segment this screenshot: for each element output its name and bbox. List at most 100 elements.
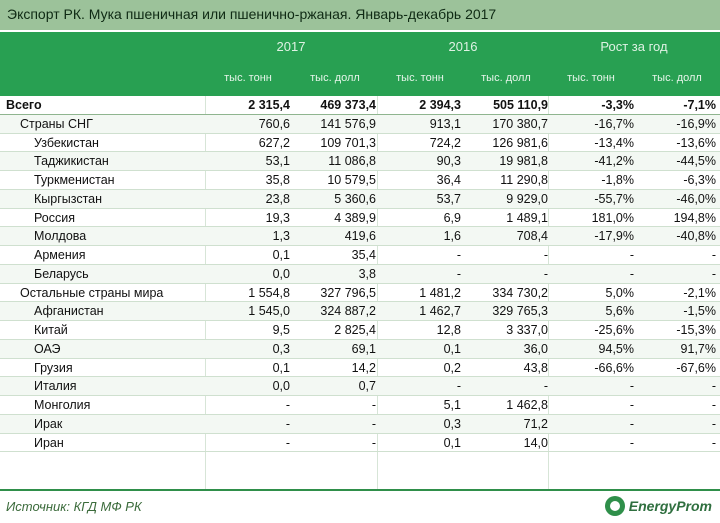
table-cell: 5,1 (443, 398, 461, 412)
table-header: 2017 2016 Рост за год тыс. тонн тыс. дол… (0, 32, 720, 96)
table-cell: 35,8 (265, 173, 290, 187)
table-cell: 11 290,8 (500, 173, 548, 187)
table-row: Афганистан 1 545,0 324 887,2 1 462,7 329 765… (0, 302, 720, 321)
table-cell: 181,0% (591, 210, 634, 225)
column-divider (377, 96, 378, 489)
table-cell: - (456, 379, 461, 394)
header-unit-tonn-2017: тыс. тонн (224, 72, 272, 84)
header-growth: Рост за год (600, 39, 668, 54)
table-cell: -2,1% (683, 285, 716, 300)
table-cell: 11 086,8 (328, 154, 376, 169)
table-cell: - (711, 248, 716, 262)
table-body: Всего 2 315,4 469 373,4 2 394,3 505 110,9 -3,… (0, 96, 720, 453)
table-cell: 43,8 (523, 360, 548, 375)
table-cell: 5 360,6 (334, 191, 376, 206)
table-cell: 627,2 (258, 135, 290, 150)
column-divider (548, 96, 549, 489)
table-cell: 1 481,2 (419, 285, 461, 300)
table-cell: 0,7 (358, 379, 376, 394)
table-cell: 19,3 (265, 210, 290, 225)
table-cell: - (629, 379, 634, 394)
table-cell: - (371, 435, 376, 450)
table-cell: - (711, 379, 716, 394)
row-label: Страны СНГ (20, 116, 93, 131)
table-cell: 3,8 (358, 266, 376, 281)
table-row: Армения 0,1 35,4 - - - - (0, 246, 720, 265)
header-year-2017: 2017 (276, 39, 306, 54)
table-row: Китай 9,5 2 825,4 12,8 3 337,0 -25,6% -15,3% (0, 321, 720, 340)
table-cell: 9 929,0 (506, 191, 548, 206)
table-cell: -3,3% (601, 98, 634, 112)
table-cell: -40,8% (676, 229, 716, 244)
row-label: Афганистан (34, 304, 104, 319)
table-cell: 1 462,7 (419, 304, 461, 319)
table-cell: 9,5 (272, 323, 290, 337)
row-label: Остальные страны мира (20, 285, 164, 300)
table-cell: 0,3 (443, 416, 461, 431)
table-cell: 194,8% (673, 210, 716, 225)
table-cell: - (371, 416, 376, 431)
table-cell: 0,3 (272, 341, 290, 356)
table-cell: 5,0% (605, 285, 635, 300)
table-cell: -16,7% (594, 116, 634, 131)
table-cell: - (711, 398, 716, 412)
table-cell: - (629, 416, 634, 431)
table-row: Ирак - - 0,3 71,2 - - (0, 414, 720, 434)
table-row: Иран - - 0,1 14,0 - - (0, 434, 720, 453)
table-cell: 1 489,1 (506, 210, 548, 225)
table-cell: 23,8 (265, 191, 290, 206)
table-cell: 327 796,5 (320, 285, 376, 300)
table-cell: 10 579,5 (327, 173, 376, 187)
table-cell: 53,1 (265, 154, 290, 169)
table-cell: - (285, 416, 290, 431)
table-cell: - (629, 248, 634, 262)
table-cell: 19 981,8 (499, 154, 548, 169)
table-cell: -25,6% (594, 323, 634, 337)
table-cell: 126 981,6 (492, 135, 548, 150)
table-cell: -55,7% (594, 191, 634, 206)
table-cell: 329 765,3 (492, 304, 548, 319)
table-cell: 12,8 (436, 323, 461, 337)
row-label: Туркменистан (34, 173, 115, 187)
table-row: Италия 0,0 0,7 - - - - (0, 377, 720, 396)
table-cell: 14,0 (523, 435, 548, 450)
header-unit-doll-growth: тыс. долл (652, 72, 702, 84)
energyprom-logo: EnergyProm (604, 496, 712, 516)
table-row: Всего 2 315,4 469 373,4 2 394,3 505 110,9 -3,… (0, 96, 720, 115)
table-row: Таджикистан 53,1 11 086,8 90,3 19 981,8 -41,2… (0, 152, 720, 171)
row-label: Италия (34, 379, 77, 394)
table-cell: 2 394,3 (419, 98, 461, 112)
table-cell: 3 337,0 (506, 323, 548, 337)
table-cell: 36,0 (523, 341, 548, 356)
table-cell: - (629, 398, 634, 412)
logo-mark-icon (604, 496, 625, 516)
table-cell: 0,1 (443, 435, 461, 450)
table-cell: 94,5% (598, 341, 634, 356)
table-cell: 469 373,4 (320, 98, 376, 112)
table-row: ОАЭ 0,3 69,1 0,1 36,0 94,5% 91,7% (0, 339, 720, 359)
table-cell: 141 576,9 (320, 116, 376, 131)
table-cell: - (711, 266, 716, 281)
header-unit-tonn-2016: тыс. тонн (396, 72, 444, 84)
table-cell: 0,0 (272, 266, 290, 281)
table-cell: - (456, 266, 461, 281)
table-cell: - (456, 248, 461, 262)
table-cell: 2 825,4 (334, 323, 376, 337)
table-cell: -17,9% (594, 229, 634, 244)
table-cell: -67,6% (676, 360, 716, 375)
table-cell: 0,1 (443, 341, 461, 356)
table-cell: 69,1 (351, 341, 376, 356)
table-cell: -66,6% (594, 360, 634, 375)
table-cell: 0,1 (272, 360, 290, 375)
row-label: ОАЭ (34, 341, 61, 356)
table-cell: -7,1% (683, 98, 716, 112)
table-row: Монголия - - 5,1 1 462,8 - - (0, 396, 720, 415)
table-cell: -13,6% (676, 135, 716, 150)
table-cell: 334 730,2 (492, 285, 548, 300)
table-cell: - (371, 398, 376, 412)
table-cell: 1,3 (272, 229, 290, 244)
row-label: Иран (34, 435, 64, 450)
table-cell: - (543, 379, 548, 394)
table-cell: 1,6 (443, 229, 461, 244)
table-cell: -46,0% (676, 191, 716, 206)
